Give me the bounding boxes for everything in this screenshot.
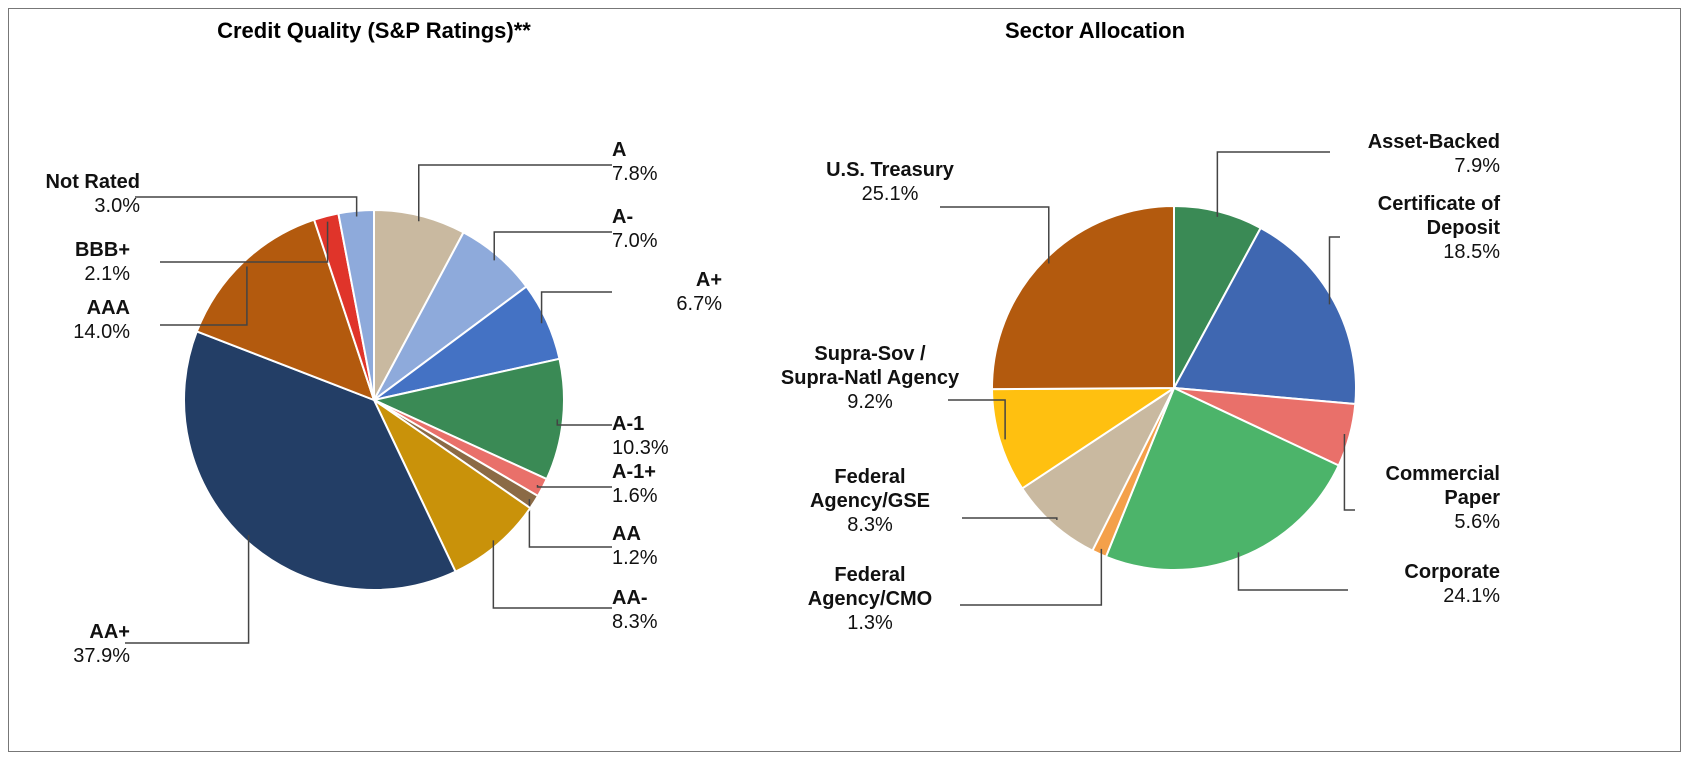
pie-slice	[183, 330, 457, 591]
label-name: U.S. Treasury	[826, 159, 954, 181]
label-name: Commercial Paper	[1385, 463, 1501, 509]
label-value: 8.3%	[612, 611, 658, 633]
pie-slice	[1173, 204, 1263, 389]
label-name: AA	[612, 523, 641, 545]
data-label: Federal Agency/GSE 8.3%	[780, 465, 960, 537]
chart-title: Sector Allocation	[1004, 18, 1186, 43]
label-value: 25.1%	[861, 183, 919, 205]
label-value: 7.8%	[612, 163, 658, 185]
data-label: AA 1.2%	[612, 522, 712, 570]
leader-line	[125, 535, 250, 644]
label-value: 24.1%	[1443, 585, 1500, 607]
pie-slice	[371, 397, 532, 573]
leader-line	[492, 540, 612, 609]
leader-line	[948, 399, 1006, 440]
data-label: Supra-Sov / Supra-Natl Agency 9.2%	[780, 342, 960, 414]
label-value: 5.6%	[1454, 511, 1500, 533]
data-label: AA+ 37.9%	[30, 620, 130, 668]
data-label: A-1+ 1.6%	[612, 460, 712, 508]
data-label: A+ 6.7%	[612, 268, 722, 316]
data-label: Asset-Backed 7.9%	[1300, 130, 1500, 178]
label-name: Asset-Backed	[1367, 131, 1500, 153]
leader-line	[160, 221, 329, 263]
label-name: Certificate of Deposit	[1377, 193, 1500, 239]
label-value: 10.3%	[612, 437, 669, 459]
label-name: Supra-Sov / Supra-Natl Agency	[780, 343, 960, 389]
label-value: 18.5%	[1443, 241, 1500, 263]
label-name: Not Rated	[45, 171, 140, 193]
label-value: 9.2%	[847, 391, 893, 413]
data-label: Federal Agency/CMO 1.3%	[780, 563, 960, 635]
leader-line	[556, 419, 612, 426]
frame	[8, 8, 1681, 752]
label-value: 7.0%	[612, 230, 658, 252]
label-name: A-1	[612, 413, 645, 435]
data-label: BBB+ 2.1%	[30, 238, 130, 286]
label-name: A+	[695, 269, 722, 291]
label-value: 3.0%	[94, 195, 140, 217]
leader-line	[1237, 552, 1348, 591]
label-value: 6.7%	[676, 293, 722, 315]
leader-line	[962, 517, 1058, 521]
data-label: Not Rated 3.0%	[10, 170, 140, 218]
chart-title: Credit Quality (S&P Ratings)**	[217, 18, 531, 43]
leader-line	[960, 548, 1103, 606]
label-value: 14.0%	[73, 321, 130, 343]
label-name: AAA	[86, 297, 130, 319]
data-label: AAA 14.0%	[30, 296, 130, 344]
label-value: 1.3%	[847, 612, 893, 634]
label-name: A	[612, 139, 627, 161]
leader-line	[536, 485, 612, 488]
leader-line	[135, 196, 358, 217]
data-label: Corporate 24.1%	[1330, 560, 1500, 608]
leader-line	[1216, 151, 1330, 217]
data-label: A-1 10.3%	[612, 412, 712, 460]
label-value: 2.1%	[84, 263, 130, 285]
data-label: AA- 8.3%	[612, 586, 712, 634]
leader-line	[493, 231, 612, 261]
leader-line	[540, 291, 612, 324]
leader-line	[418, 164, 612, 222]
data-label: Certificate of Deposit 18.5%	[1330, 192, 1500, 264]
label-value: 1.2%	[612, 547, 658, 569]
data-label: A- 7.0%	[612, 205, 712, 253]
pie-slice	[1020, 385, 1177, 553]
label-value: 7.9%	[1454, 155, 1500, 177]
leader-line	[528, 499, 612, 548]
label-value: 37.9%	[73, 645, 130, 667]
label-name: Corporate	[1404, 561, 1500, 583]
label-name: Federal Agency/GSE	[809, 466, 931, 512]
label-name: Federal Agency/CMO	[807, 564, 933, 610]
label-value: 8.3%	[847, 514, 893, 536]
data-label: Commercial Paper 5.6%	[1345, 462, 1501, 534]
leader-line	[1343, 434, 1355, 511]
leader-line	[1328, 236, 1340, 305]
data-label: A 7.8%	[612, 138, 712, 186]
pie-slice	[990, 386, 1178, 490]
label-name: AA-	[612, 587, 648, 609]
pie-slice	[1172, 226, 1357, 406]
leader-line	[160, 266, 248, 326]
label-value: 1.6%	[612, 485, 658, 507]
pie-slice	[373, 208, 465, 401]
pie-slice	[370, 357, 565, 481]
label-name: A-1+	[612, 461, 656, 483]
leader-line	[940, 206, 1050, 264]
label-name: AA+	[89, 621, 130, 643]
pie-slice	[991, 204, 1175, 391]
data-label: U.S. Treasury 25.1%	[800, 158, 980, 206]
label-name: BBB+	[74, 239, 130, 261]
pie-slice	[1104, 386, 1341, 571]
label-name: A-	[612, 206, 634, 228]
